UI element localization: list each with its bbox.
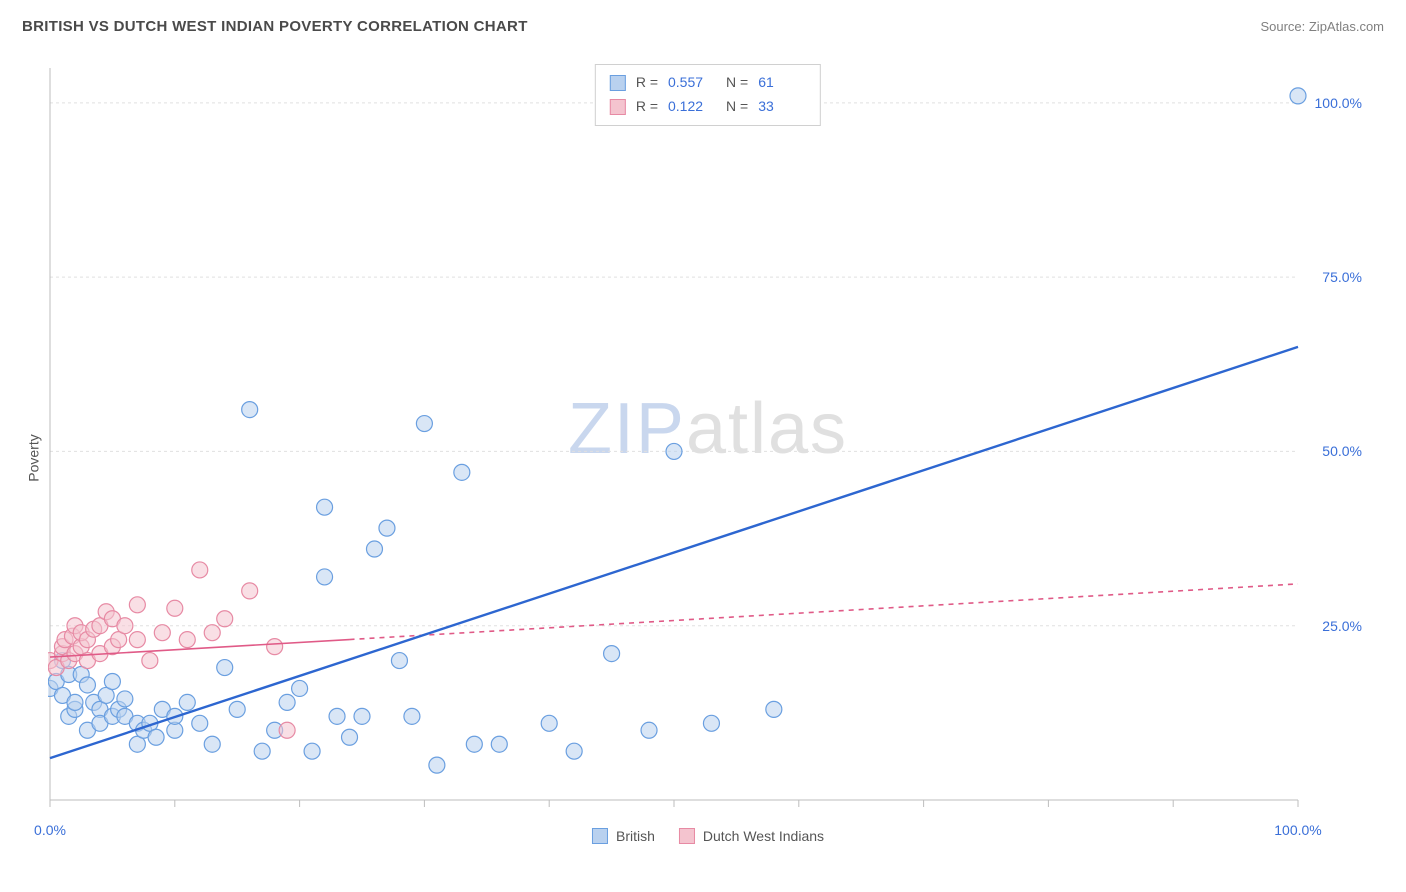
data-point [766, 701, 782, 717]
r-value: 0.122 [668, 95, 716, 119]
data-point [416, 416, 432, 432]
data-point [179, 632, 195, 648]
data-point [1290, 88, 1306, 104]
y-tick-label: 50.0% [1322, 443, 1362, 459]
data-point [254, 743, 270, 759]
data-point [391, 653, 407, 669]
stats-row: R = 0.122 N = 33 [610, 95, 806, 119]
data-point [317, 499, 333, 515]
y-tick-label: 100.0% [1315, 95, 1362, 111]
legend-label: Dutch West Indians [703, 828, 824, 844]
page-title: BRITISH VS DUTCH WEST INDIAN POVERTY COR… [22, 18, 528, 35]
n-value: 33 [758, 95, 806, 119]
stats-row: R = 0.557 N = 61 [610, 71, 806, 95]
data-point [167, 600, 183, 616]
legend-item: British [592, 828, 655, 844]
n-label: N = [726, 95, 748, 119]
data-point [229, 701, 245, 717]
data-point [641, 722, 657, 738]
legend-item: Dutch West Indians [679, 828, 824, 844]
data-point [292, 680, 308, 696]
y-tick-label: 75.0% [1322, 269, 1362, 285]
data-point [67, 694, 83, 710]
data-point [566, 743, 582, 759]
legend-swatch [592, 828, 608, 844]
x-tick-label: 0.0% [34, 822, 66, 838]
data-point [342, 729, 358, 745]
data-point [242, 583, 258, 599]
data-point [354, 708, 370, 724]
r-label: R = [636, 95, 658, 119]
data-point [366, 541, 382, 557]
r-label: R = [636, 71, 658, 95]
scatter-plot: ZIPatlas 25.0%50.0%75.0%100.0%0.0%100.0%… [48, 64, 1368, 824]
data-point [192, 715, 208, 731]
data-point [217, 660, 233, 676]
n-label: N = [726, 71, 748, 95]
data-point [79, 677, 95, 693]
data-point [541, 715, 557, 731]
data-point [242, 402, 258, 418]
data-point [379, 520, 395, 536]
data-point [279, 722, 295, 738]
data-point [404, 708, 420, 724]
data-point [329, 708, 345, 724]
data-point [154, 625, 170, 641]
series-swatch [610, 75, 626, 91]
chart-container: Poverty ZIPatlas 25.0%50.0%75.0%100.0%0.… [0, 48, 1406, 868]
data-point [466, 736, 482, 752]
x-tick-label: 100.0% [1274, 822, 1321, 838]
data-point [317, 569, 333, 585]
correlation-stats-box: R = 0.557 N = 61 R = 0.122 N = 33 [595, 64, 821, 126]
data-point [304, 743, 320, 759]
data-point [117, 618, 133, 634]
data-point [604, 646, 620, 662]
data-point [179, 694, 195, 710]
data-point [129, 632, 145, 648]
data-point [217, 611, 233, 627]
data-point [666, 443, 682, 459]
data-point [129, 597, 145, 613]
data-point [104, 673, 120, 689]
data-point [142, 653, 158, 669]
data-point [703, 715, 719, 731]
data-point [491, 736, 507, 752]
legend: British Dutch West Indians [592, 828, 824, 844]
legend-label: British [616, 828, 655, 844]
y-tick-label: 25.0% [1322, 618, 1362, 634]
r-value: 0.557 [668, 71, 716, 95]
data-point [148, 729, 164, 745]
source-attribution: Source: ZipAtlas.com [1260, 19, 1384, 34]
data-point [192, 562, 208, 578]
data-point [267, 639, 283, 655]
data-point [204, 736, 220, 752]
data-point [117, 691, 133, 707]
data-point [454, 464, 470, 480]
legend-swatch [679, 828, 695, 844]
y-axis-label: Poverty [26, 434, 42, 481]
series-swatch [610, 99, 626, 115]
data-point [429, 757, 445, 773]
data-point [204, 625, 220, 641]
n-value: 61 [758, 71, 806, 95]
data-point [279, 694, 295, 710]
